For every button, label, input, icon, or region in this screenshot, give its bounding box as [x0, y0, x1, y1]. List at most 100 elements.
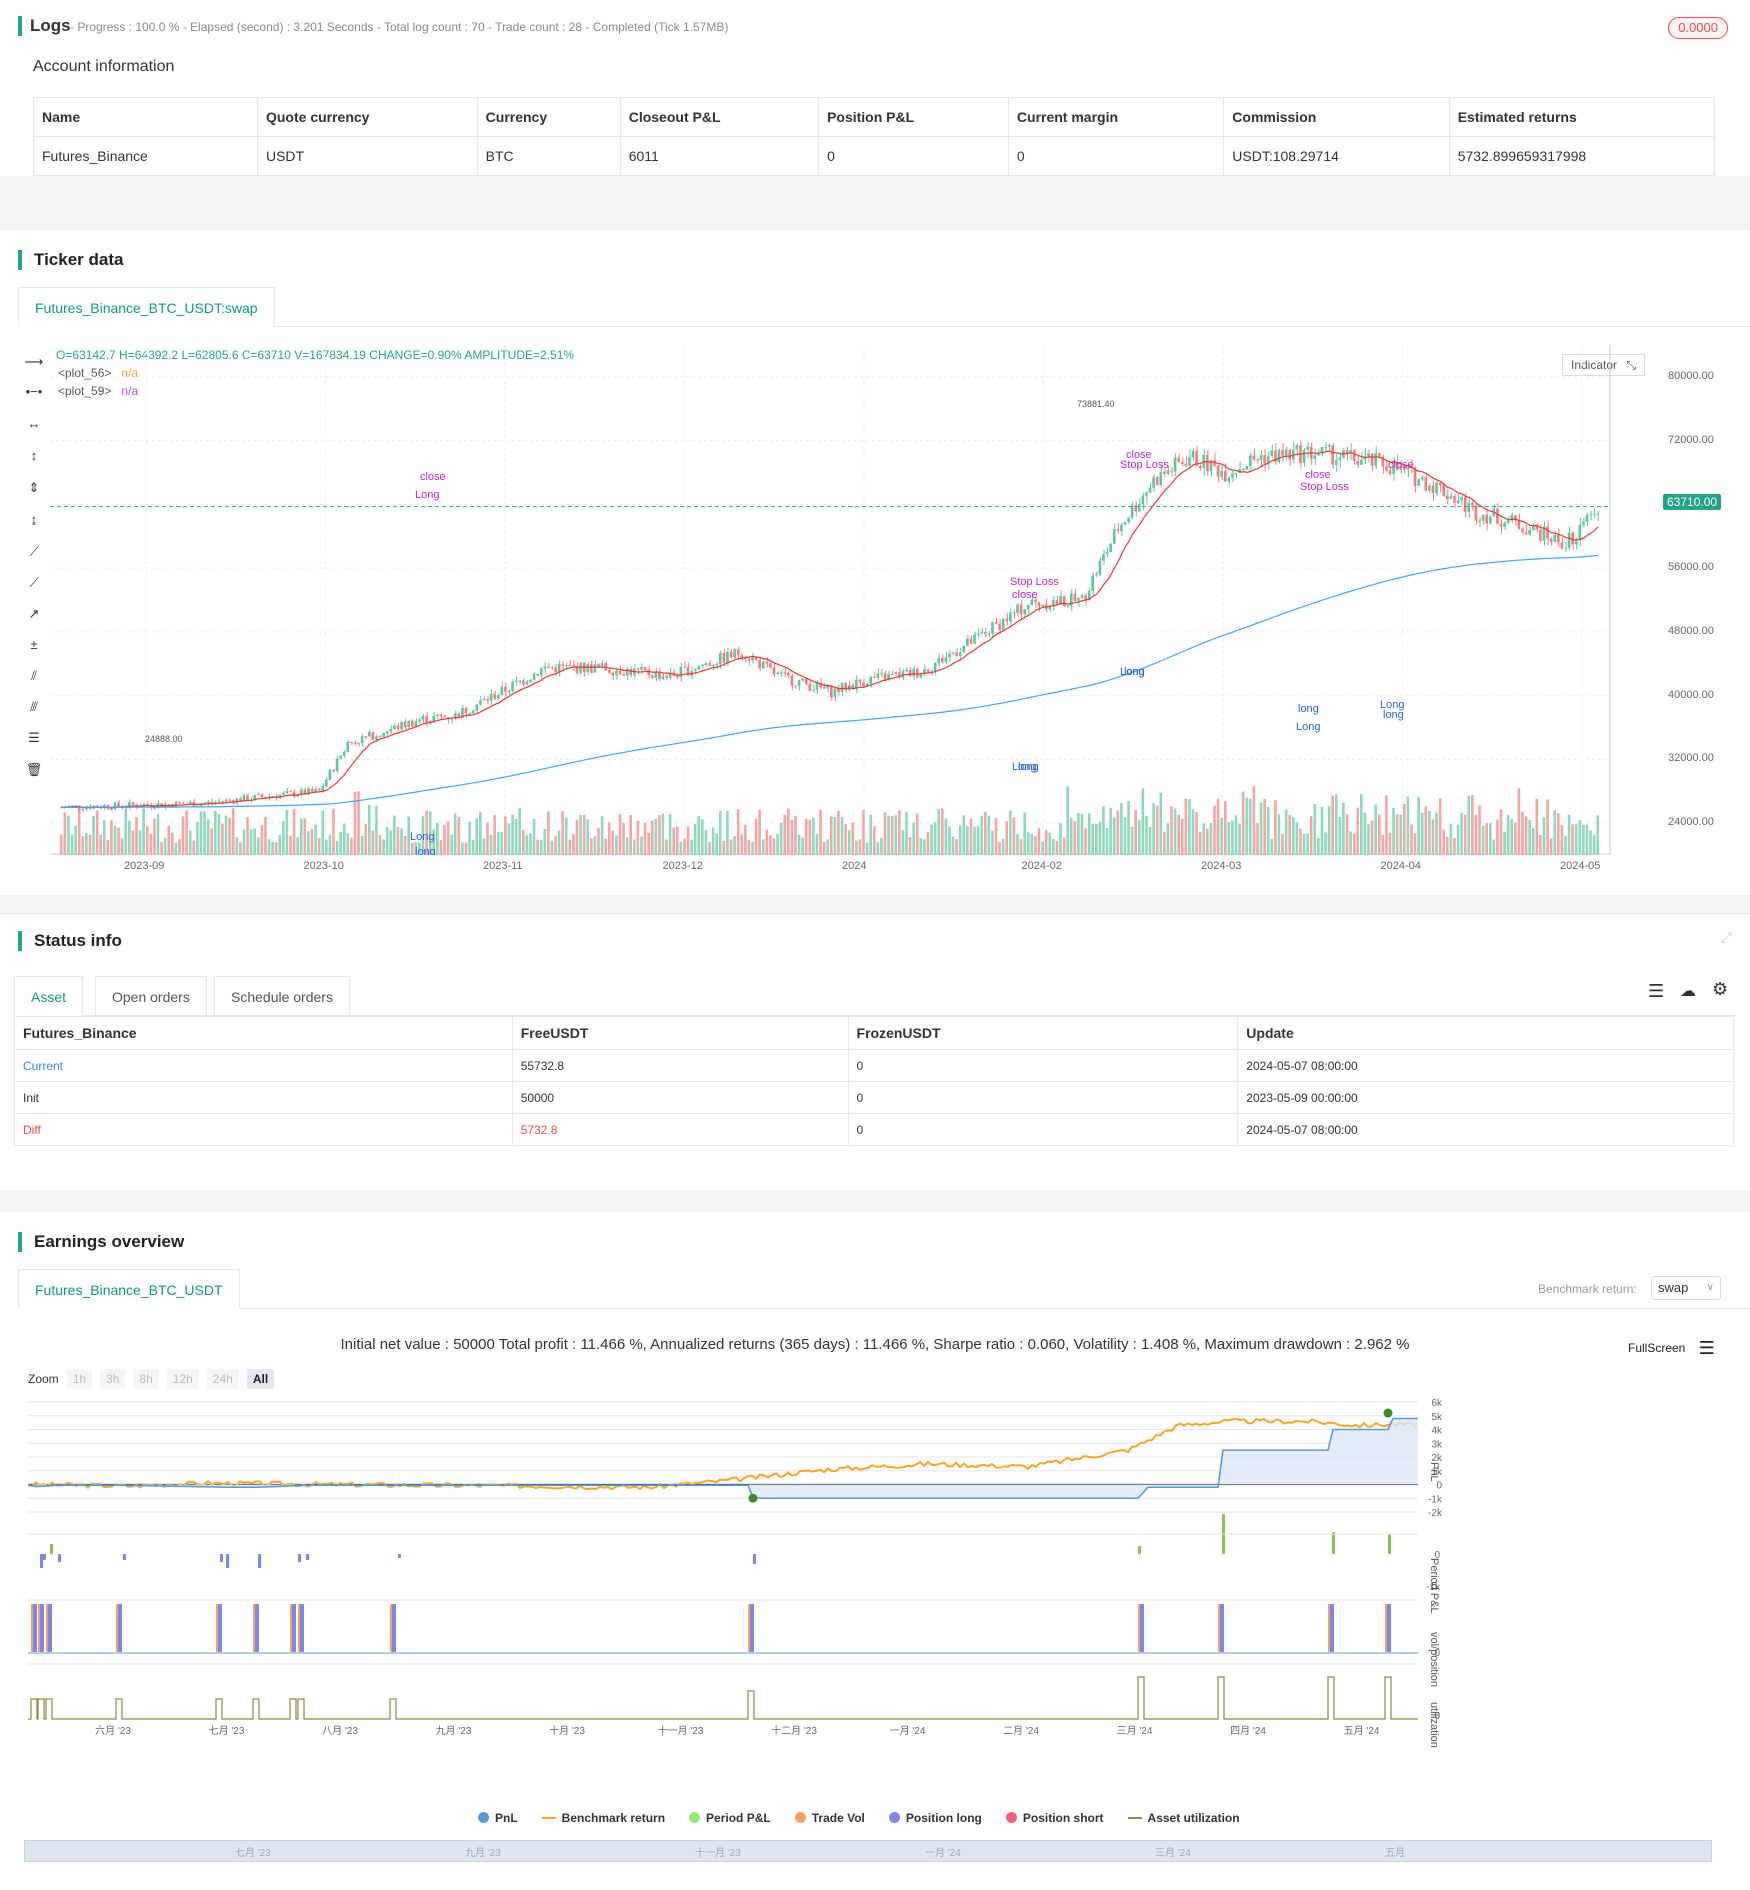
candle: [1471, 502, 1474, 506]
volume-bar: [307, 831, 310, 855]
candle: [1116, 529, 1120, 532]
legend-item[interactable]: Trade Vol: [794, 1811, 865, 1825]
candle: [751, 657, 754, 661]
volume-bar: [1549, 838, 1553, 855]
price-range-icon[interactable]: ±: [30, 637, 38, 652]
candle: [450, 718, 453, 720]
candle: [600, 663, 604, 667]
tab-asset[interactable]: Asset: [14, 976, 84, 1016]
candle: [1485, 514, 1488, 524]
menu-icon[interactable]: ☰: [1698, 1338, 1715, 1358]
cloud-download-icon[interactable]: ☁: [1680, 983, 1696, 1000]
trade-annotation: Stop Loss: [1300, 481, 1349, 493]
volume-bar: [428, 811, 432, 855]
legend-item[interactable]: PnL: [478, 1811, 518, 1825]
vertical-segment-icon[interactable]: ⇕: [28, 480, 40, 495]
volume-bar: [242, 829, 246, 855]
fullscreen-button[interactable]: FullScreen ☰: [1628, 1338, 1715, 1358]
volume-bar: [1016, 833, 1019, 855]
candle: [1145, 492, 1148, 496]
parallel-channel-icon[interactable]: ⫽: [31, 668, 37, 683]
indicator-button[interactable]: Indicator ⤡: [1562, 354, 1645, 376]
candle: [1324, 447, 1327, 449]
volume-bar: [1327, 805, 1331, 855]
legend-item[interactable]: Benchmark return: [541, 1811, 665, 1825]
extended-line-icon[interactable]: ⟋: [29, 575, 39, 590]
candle: [951, 652, 955, 654]
trade-vol-bar: [116, 1604, 118, 1652]
volume-bar: [260, 825, 264, 855]
legend-marker-icon: [1005, 1812, 1017, 1823]
zoom-button-8h[interactable]: 8h: [133, 1369, 159, 1389]
candle: [715, 664, 718, 666]
zoom-button-12h[interactable]: 12h: [166, 1369, 199, 1389]
volume-bar: [1170, 806, 1173, 855]
volume-bar: [550, 840, 554, 855]
candle: [561, 664, 564, 666]
navigator-tick: 七月 '23: [235, 1848, 271, 1859]
legend-item[interactable]: Position short: [1005, 1811, 1104, 1825]
trend-line-icon[interactable]: ⟋: [29, 544, 39, 559]
legend-item[interactable]: Period P&L: [689, 1811, 771, 1825]
candle: [1209, 460, 1213, 472]
candle: [1123, 522, 1127, 525]
zoom-button-24h[interactable]: 24h: [206, 1369, 239, 1389]
tab-open-orders[interactable]: Open orders: [95, 976, 207, 1016]
tab-schedule-orders[interactable]: Schedule orders: [214, 976, 350, 1016]
volume-bar: [1535, 798, 1539, 855]
candle: [1478, 520, 1481, 522]
legend-item[interactable]: Asset utilization: [1127, 1811, 1240, 1825]
candle: [711, 664, 715, 666]
volume-bar: [378, 835, 382, 855]
volume-bar: [403, 835, 407, 855]
horizontal-line-icon[interactable]: •−•: [25, 384, 43, 399]
legend-item[interactable]: Position long: [888, 1811, 982, 1825]
candle: [761, 661, 765, 669]
expand-icon[interactable]: ⤡: [1626, 358, 1636, 372]
volume-bar: [984, 811, 987, 855]
vertical-line-icon[interactable]: ↕: [30, 448, 38, 463]
fib-icon[interactable]: ⫻: [30, 699, 38, 714]
earnings-chart[interactable]: 6k 5k 4k 3k 2k 1k 0 -1k -2k 0 -1k 0 0 六月 '23 七月 '23 八月 …: [28, 1394, 1708, 1814]
navigator-bar[interactable]: 七月 '23 九月 '23 十一月 '23 一月 '24 三月 '24 五月: [24, 1840, 1712, 1862]
gear-icon[interactable]: ⚙: [1712, 979, 1729, 999]
tab-earnings-symbol[interactable]: Futures_Binance_BTC_USDT: [18, 1269, 240, 1309]
candle: [1001, 618, 1005, 630]
vertical-ray-icon[interactable]: ↨: [30, 512, 38, 527]
tab-ticker-symbol[interactable]: Futures_Binance_BTC_USDT:swap: [18, 287, 275, 327]
volume-bar: [1399, 814, 1403, 855]
candle: [1288, 449, 1291, 460]
trash-icon[interactable]: 🗑: [25, 762, 43, 777]
account-title: Account information: [33, 58, 175, 75]
candle: [339, 755, 342, 759]
asset-cell[interactable]: Current: [14, 1049, 513, 1082]
zoom-button-1h[interactable]: 1h: [66, 1369, 93, 1389]
candle: [597, 663, 600, 667]
volume-bar: [85, 833, 88, 855]
volume-bar: [1130, 826, 1134, 855]
volume-bar: [418, 842, 421, 855]
fib-retracement-icon[interactable]: ☰: [28, 730, 40, 745]
volume-bar: [1417, 797, 1420, 855]
volume-bar: [1266, 807, 1270, 855]
volume-bar: [357, 791, 360, 855]
status-expand-icon[interactable]: ⤢: [1720, 929, 1732, 945]
crosshair-icon[interactable]: ⟶: [24, 354, 44, 369]
list-icon[interactable]: ☰: [1648, 981, 1665, 1001]
candle: [1424, 477, 1428, 491]
trade-annotation: Long: [1120, 666, 1144, 678]
volume-bar: [1349, 831, 1352, 855]
account-col-header: Closeout P&L: [619, 97, 820, 137]
candle: [557, 664, 561, 673]
asset-cell: Diff: [14, 1113, 513, 1146]
candle: [1148, 487, 1152, 493]
zoom-button-All[interactable]: All: [246, 1369, 275, 1389]
benchmark-select[interactable]: swap ∨: [1651, 1276, 1721, 1300]
candle: [403, 721, 407, 728]
horizontal-ray-icon[interactable]: ↔: [27, 416, 41, 431]
ray-line-icon[interactable]: ↗: [28, 606, 40, 621]
volume-bar: [930, 824, 933, 855]
zoom-button-3h[interactable]: 3h: [100, 1369, 126, 1389]
benchmark-line: [28, 1417, 1417, 1491]
